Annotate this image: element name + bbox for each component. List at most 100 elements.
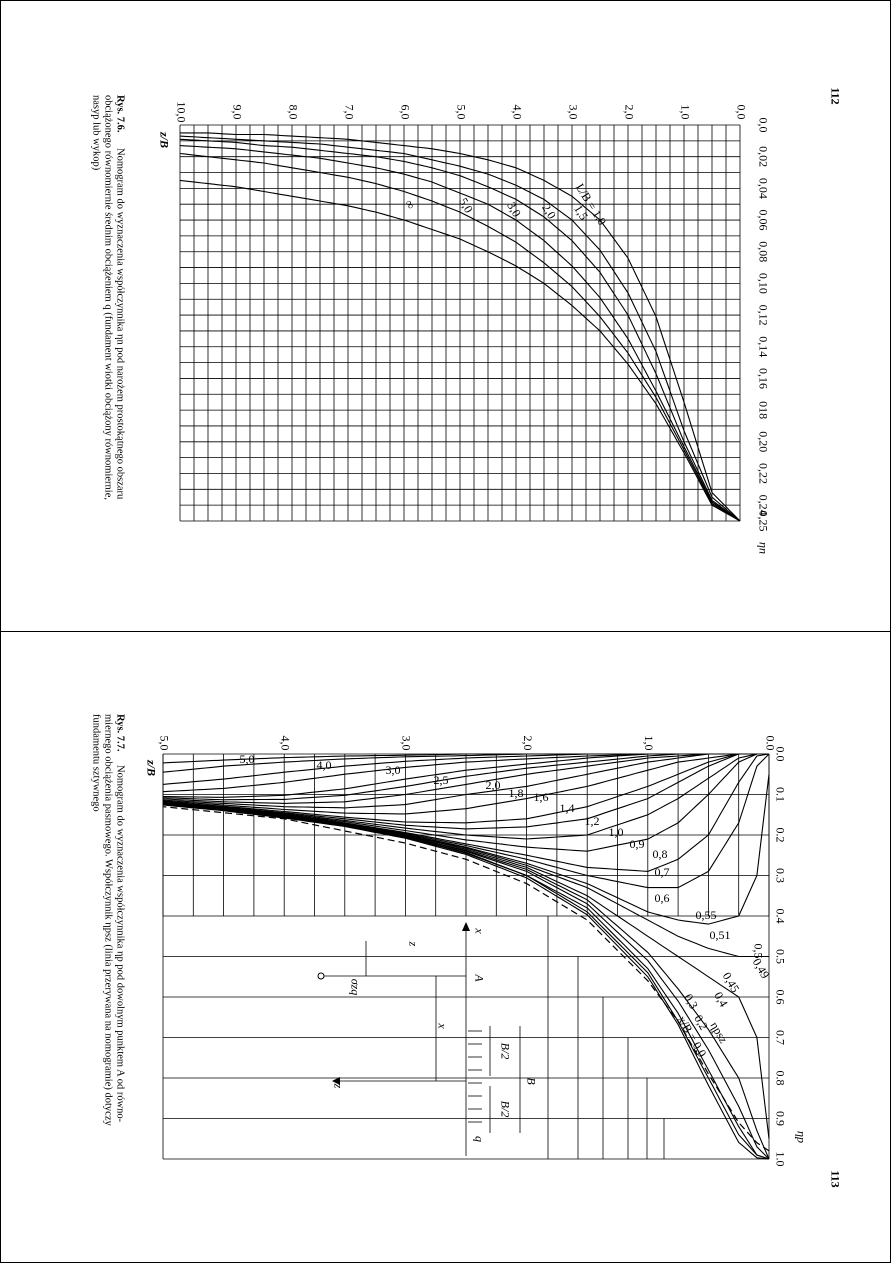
curve-label: 1,0 [609, 825, 624, 839]
inset-z-label: z [406, 941, 420, 947]
tick-label-eta: 018 [756, 401, 770, 419]
tick-label-zb: 5,0 [454, 105, 468, 120]
tick-label-eta: 0.6 [773, 990, 787, 1005]
tick-label-eta: 0.0 [773, 747, 787, 762]
tick-label-eta: 0.4 [773, 909, 787, 924]
axis-label-zb: z/B [157, 131, 171, 148]
tick-label-eta: 0.3 [773, 868, 787, 883]
curve-label: 2,0 [539, 201, 559, 221]
tick-label-eta: 0.8 [773, 1071, 787, 1086]
curve-label: 0,8 [653, 847, 668, 861]
tick-label-zb: 3,0 [400, 736, 414, 751]
curve-label: 1,2 [585, 814, 600, 828]
tick-label-eta: 0.1 [773, 787, 787, 802]
x-arrow [462, 922, 470, 931]
page-number: 113 [828, 1170, 842, 1187]
curves [179, 132, 741, 522]
tick-label-zb: 1,0 [678, 105, 692, 120]
curve-label: 0,7 [655, 865, 670, 879]
curve [162, 753, 769, 824]
tick-label-eta: 0.7 [773, 1030, 787, 1045]
inset-a-label: A [472, 973, 486, 982]
curve-label: 0,4 [711, 989, 731, 1009]
curve [162, 753, 769, 801]
curve [179, 138, 741, 522]
curve [180, 132, 741, 522]
curve-label: 0,5 [751, 944, 765, 959]
tick-label-zb: 10,0 [174, 102, 188, 123]
inset-x-label: x [472, 927, 486, 934]
inset-b-label: B [524, 1077, 538, 1085]
tick-label-eta: 0,06 [756, 210, 770, 231]
curve [162, 753, 769, 815]
tick-label-eta: 0,24 [756, 495, 770, 516]
curve [179, 179, 741, 522]
inset-q-label: q [472, 1136, 486, 1142]
page-112 [0, 0, 891, 632]
curve-label: 0,2 [691, 1012, 711, 1032]
caption-line: fundamentu sztywnego [91, 714, 102, 812]
tick-label-zb: 2,0 [622, 105, 636, 120]
tick-label-eta: 0,25 [756, 511, 770, 532]
tick-label-zb: 1,0 [642, 736, 656, 751]
inset-z-axis-label: z [331, 1083, 345, 1089]
curve [162, 806, 770, 1152]
caption-line: nasyp lub wykop) [91, 95, 102, 171]
z-arrow [332, 1077, 340, 1085]
tick-label-eta: 0.2 [773, 828, 787, 843]
curve-label: 1,4 [560, 801, 575, 815]
inset-diagram [317, 922, 521, 1156]
curve-label: 0,3 [681, 991, 701, 1011]
tick-label-zb: 6,0 [398, 105, 412, 120]
curve [162, 753, 769, 809]
point-a [317, 972, 325, 980]
tick-label-zb: 2,0 [521, 736, 535, 751]
curve-label: 5,0 [240, 752, 255, 766]
tick-label-eta: 0,20 [756, 431, 770, 452]
curve-label: 0,9 [630, 837, 645, 851]
curve [162, 753, 769, 830]
page-113 [0, 631, 891, 1263]
caption-lead: Rys. 7.6. [115, 95, 126, 133]
curve-label: 4,0 [317, 758, 332, 772]
curve [179, 152, 741, 522]
axis-label-eta: ηn [756, 542, 770, 554]
caption-line: Nomogram do wyznaczenia współczynnika ηn… [115, 148, 126, 500]
tick-label-zb: 4,0 [510, 105, 524, 120]
curve-label: 3,0 [386, 763, 401, 777]
curve [179, 135, 741, 522]
curve-label: 0,55 [696, 908, 717, 922]
curve-label: ηpsz [707, 1019, 730, 1045]
tick-label-zb: 0.0 [763, 736, 777, 751]
curve-label: 1,5 [571, 202, 591, 222]
tick-label-zb: 4,0 [278, 736, 292, 751]
grid [179, 124, 741, 522]
chart-eta-p: 0.0 0.1 0.2 0.3 0.4 0.5 0.6 0.7 0.8 0.9 1.0 0.0 1,0 2… [91, 714, 843, 1188]
chart-eta-n: 0,0 0,02 0,04 0,06 0,08 0,10 0,12 0,14 0,16 018 0,… [91, 87, 843, 554]
tick-label-eta: 0,16 [756, 368, 770, 389]
curve-label: 0,51 [710, 928, 731, 942]
tick-label-eta: 0.5 [773, 949, 787, 964]
tick-label-eta: 0,04 [756, 178, 770, 199]
tick-label-eta: 1.0 [773, 1152, 787, 1167]
axis-label-eta: ηp [794, 1131, 808, 1143]
tick-label-zb: 8,0 [286, 105, 300, 120]
inset-half-b-label: B/2 [498, 1043, 512, 1060]
tick-label-zb: 5,0 [157, 736, 171, 751]
inset-half-b-label: B/2 [498, 1101, 512, 1118]
curve [162, 753, 769, 852]
caption-line: Nomogram do wyznaczenia współczynnika ηp… [115, 765, 126, 1123]
curve-label: 1,8 [509, 786, 524, 800]
axis-label-zb: z/B [144, 759, 158, 776]
tick-label-zb: 7,0 [342, 105, 356, 120]
curve [162, 753, 769, 804]
curve [162, 753, 769, 764]
tick-label-eta: 0.9 [773, 1111, 787, 1126]
tick-label-eta: 0,14 [756, 336, 770, 357]
inset-x-dim-label: x [435, 1022, 449, 1029]
tick-label-zb: 0,0 [734, 105, 748, 120]
curve-label: 1,6 [534, 790, 549, 804]
caption-line: obciążonego równomiernie średnim obciąże… [103, 95, 114, 500]
curve [179, 145, 741, 522]
curve [162, 753, 769, 840]
